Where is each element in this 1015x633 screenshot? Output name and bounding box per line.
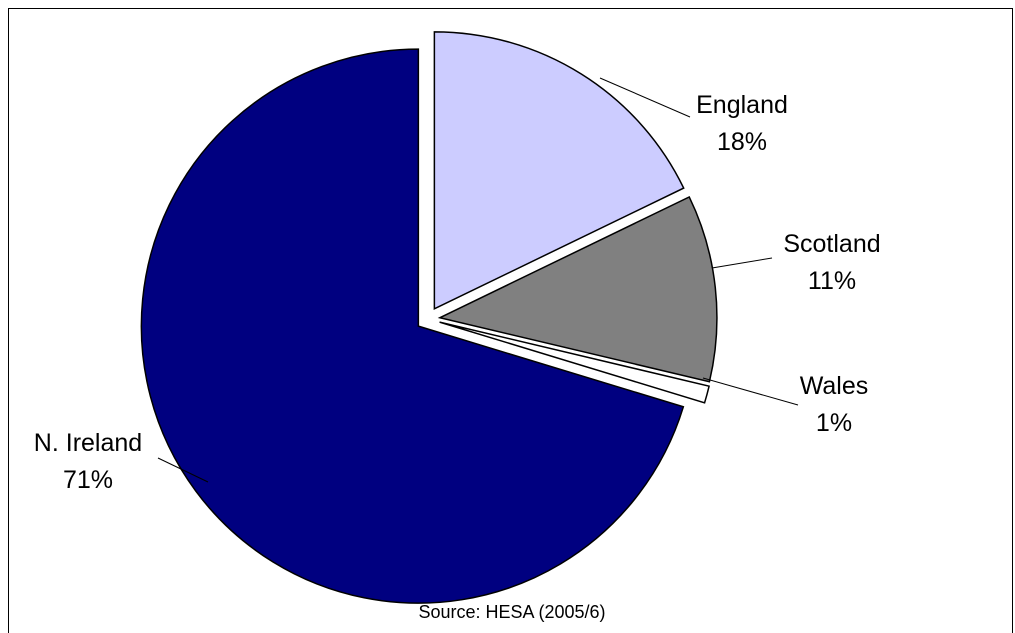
source-note: Source: HESA (2005/6) — [418, 602, 605, 622]
pie-slice-scotland — [437, 195, 718, 383]
slice-value-n-ireland: 71% — [63, 466, 113, 494]
slice-name-n-ireland: N. Ireland — [34, 429, 142, 457]
slice-value-wales: 1% — [816, 409, 852, 437]
pie-slice-n-ireland — [140, 48, 685, 604]
slice-name-scotland: Scotland — [783, 230, 880, 258]
slice-value-scotland: 11% — [808, 267, 856, 295]
pie-slice-england — [433, 31, 685, 311]
leader-line-wales — [702, 377, 799, 406]
slice-name-wales: Wales — [800, 372, 869, 400]
slice-name-england: England — [696, 91, 788, 119]
pie-slice-wales — [439, 321, 710, 404]
chart-frame — [8, 8, 1013, 633]
leader-line-scotland — [711, 257, 773, 269]
leader-line-n-ireland — [157, 457, 209, 483]
leader-line-england — [599, 77, 691, 118]
slice-value-england: 18% — [717, 128, 767, 156]
